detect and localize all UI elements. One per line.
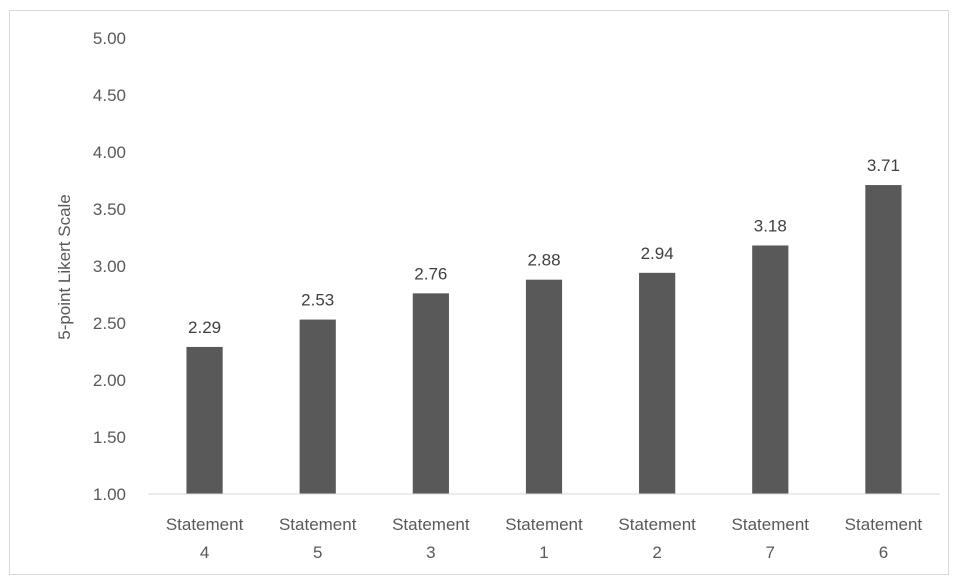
x-category-label: 1 xyxy=(539,543,548,562)
bar xyxy=(525,279,563,494)
x-category-label: Statement xyxy=(279,515,357,534)
bar xyxy=(752,245,789,494)
x-category-label: Statement xyxy=(392,515,470,534)
y-tick-label: 5.00 xyxy=(93,29,126,48)
y-tick-label: 3.50 xyxy=(93,200,126,219)
x-category-label: Statement xyxy=(845,515,923,534)
x-category-label: Statement xyxy=(618,515,696,534)
data-labels: 2.29 2.53 2.76 2.88 2.94 3.18 3.71 xyxy=(188,156,900,337)
x-category-label: 6 xyxy=(879,543,888,562)
x-category-label: 4 xyxy=(200,543,209,562)
data-label: 2.53 xyxy=(301,291,334,310)
data-label: 3.71 xyxy=(867,156,900,175)
x-category-label: 2 xyxy=(652,543,661,562)
data-label: 2.76 xyxy=(414,264,447,283)
data-label: 3.18 xyxy=(754,216,787,235)
y-tick-label: 4.50 xyxy=(93,86,126,105)
x-category-label: 3 xyxy=(426,543,435,562)
x-category-label: Statement xyxy=(732,515,810,534)
y-tick-label: 2.50 xyxy=(93,314,126,333)
x-category-label: 7 xyxy=(766,543,775,562)
y-axis-ticks: 1.00 1.50 2.00 2.50 3.00 3.50 4.00 4.50 5.00 xyxy=(93,29,126,504)
data-label: 2.94 xyxy=(641,244,674,263)
y-tick-label: 1.50 xyxy=(93,428,126,447)
y-axis-title: 5-point Likert Scale xyxy=(55,194,74,340)
bar xyxy=(639,272,676,494)
bar xyxy=(299,319,336,494)
bar xyxy=(412,293,449,494)
x-category-label: 5 xyxy=(313,543,322,562)
y-tick-label: 2.00 xyxy=(93,371,126,390)
y-tick-label: 3.00 xyxy=(93,257,126,276)
chart-frame xyxy=(9,10,949,575)
y-tick-label: 4.00 xyxy=(93,143,126,162)
y-tick-label: 1.00 xyxy=(93,485,126,504)
data-label: 2.88 xyxy=(527,251,560,270)
x-category-label: Statement xyxy=(166,515,244,534)
bar xyxy=(186,346,223,494)
bars xyxy=(186,185,902,494)
x-category-label: Statement xyxy=(505,515,583,534)
data-label: 2.29 xyxy=(188,318,221,337)
bar xyxy=(865,185,902,494)
x-axis-labels: Statement 4 Statement 5 Statement 3 Statement 1… xyxy=(166,515,923,562)
